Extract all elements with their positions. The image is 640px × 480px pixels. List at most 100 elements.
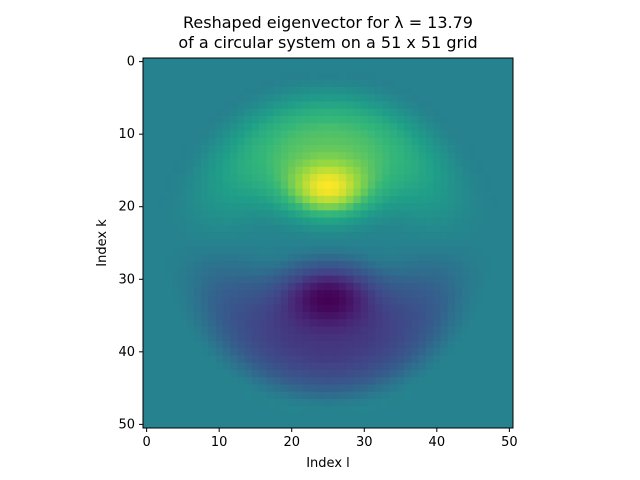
heatmap-cell [230, 311, 238, 320]
heatmap-cell [215, 123, 224, 131]
heatmap-cell [462, 297, 470, 306]
heatmap-cell [244, 304, 253, 313]
heatmap-cell [425, 159, 434, 168]
heatmap-cell [172, 224, 180, 233]
heatmap-cell [143, 130, 151, 139]
heatmap-cell [404, 195, 412, 204]
heatmap-cell [491, 174, 499, 182]
heatmap-cell [280, 145, 289, 153]
heatmap-cell [396, 217, 405, 226]
heatmap-cell [411, 152, 420, 160]
heatmap-cell [230, 290, 238, 298]
heatmap-cell [259, 101, 267, 110]
heatmap-cell [222, 362, 231, 371]
heatmap-cell [469, 239, 478, 248]
heatmap-cell [302, 145, 311, 153]
heatmap-cell [382, 152, 391, 160]
heatmap-cell [505, 239, 514, 248]
heatmap-cell [483, 355, 492, 364]
heatmap-cell [143, 420, 151, 429]
heatmap-cell [360, 369, 369, 378]
heatmap-cell [317, 304, 325, 313]
heatmap-cell [375, 65, 383, 73]
heatmap-cell [382, 166, 391, 175]
heatmap-cell [251, 195, 260, 204]
heatmap-cell [295, 261, 303, 269]
heatmap-cell [418, 268, 427, 277]
heatmap-cell [259, 224, 267, 233]
heatmap-cell [230, 362, 238, 371]
heatmap-cell [193, 253, 202, 262]
heatmap-cell [433, 65, 441, 73]
heatmap-cell [157, 340, 166, 349]
heatmap-cell [295, 369, 303, 378]
heatmap-cell [404, 377, 412, 385]
heatmap-cell [491, 297, 499, 306]
heatmap-cell [338, 145, 347, 153]
heatmap-cell [317, 239, 325, 248]
heatmap-cell [259, 137, 267, 146]
heatmap-cell [331, 398, 340, 407]
heatmap-cell [280, 79, 289, 88]
heatmap-cell [201, 340, 209, 349]
heatmap-cell [309, 377, 318, 385]
heatmap-cell [280, 391, 289, 400]
heatmap-cell [396, 188, 405, 197]
heatmap-cell [150, 340, 158, 349]
heatmap-cell [425, 377, 434, 385]
heatmap-cell [237, 246, 245, 255]
heatmap-cell [179, 384, 187, 393]
heatmap-cell [302, 166, 311, 175]
heatmap-cell [389, 101, 398, 110]
heatmap-cell [425, 116, 434, 124]
heatmap-cell [433, 195, 441, 204]
heatmap-cell [469, 413, 478, 422]
heatmap-cell [309, 116, 318, 124]
heatmap-cell [382, 297, 391, 306]
heatmap-cell [266, 282, 274, 291]
heatmap-cell [193, 94, 202, 102]
heatmap-cell [375, 369, 383, 378]
heatmap-cell [230, 159, 238, 168]
heatmap-cell [244, 203, 253, 211]
heatmap-cell [382, 398, 391, 407]
heatmap-cell [476, 195, 485, 204]
heatmap-cell [324, 108, 333, 117]
heatmap-cell [244, 340, 253, 349]
heatmap-cell [288, 116, 296, 124]
heatmap-cell [324, 101, 333, 110]
heatmap-cell [324, 224, 333, 233]
heatmap-cell [346, 188, 354, 197]
heatmap-cell [411, 377, 420, 385]
heatmap-cell [215, 275, 224, 284]
heatmap-cell [259, 391, 267, 400]
heatmap-cell [338, 384, 347, 393]
heatmap-cell [251, 65, 260, 73]
heatmap-cell [462, 348, 470, 356]
heatmap-cell [498, 87, 507, 95]
heatmap-cell [346, 116, 354, 124]
heatmap-cell [164, 108, 173, 117]
heatmap-cell [186, 116, 195, 124]
heatmap-cell [404, 253, 412, 262]
heatmap-cell [367, 130, 376, 139]
heatmap-cell [280, 275, 289, 284]
heatmap-cell [186, 87, 195, 95]
heatmap-cell [208, 195, 216, 204]
heatmap-cell [454, 268, 463, 277]
heatmap-cell [367, 137, 376, 146]
heatmap-cell [483, 101, 492, 110]
heatmap-cell [483, 94, 492, 102]
heatmap-cell [346, 203, 354, 211]
heatmap-cell [411, 116, 420, 124]
heatmap-cell [491, 72, 499, 81]
heatmap-cell [266, 130, 274, 139]
heatmap-cell [491, 420, 499, 429]
heatmap-cell [222, 123, 231, 131]
heatmap-cell [382, 290, 391, 298]
heatmap-cell [454, 406, 463, 414]
heatmap-cell [367, 195, 376, 204]
heatmap-cell [302, 253, 311, 262]
heatmap-cell [360, 253, 369, 262]
